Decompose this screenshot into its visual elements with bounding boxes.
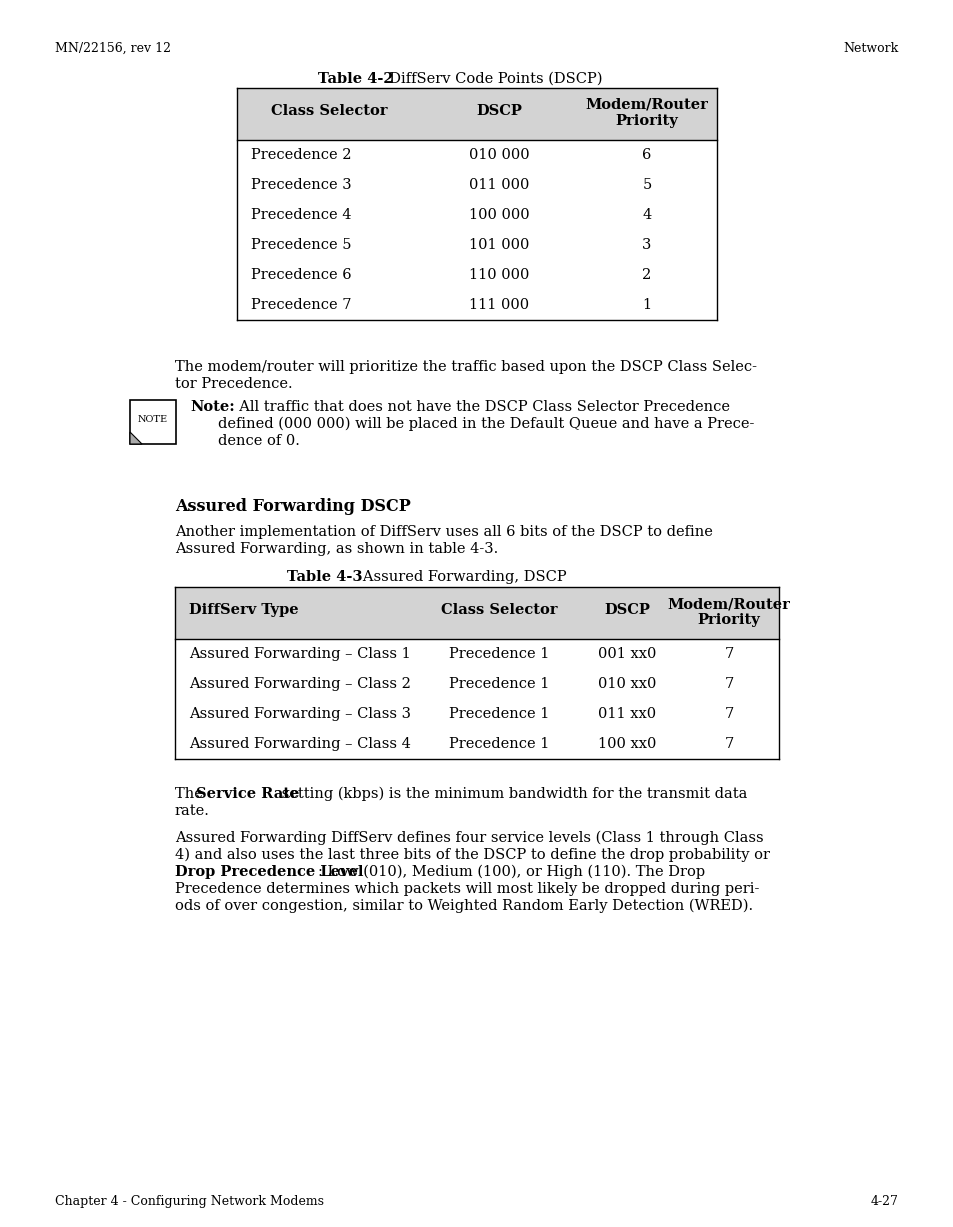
Text: 111 000: 111 000	[469, 298, 529, 312]
Text: Precedence 6: Precedence 6	[251, 267, 352, 282]
Text: 010 000: 010 000	[469, 148, 529, 162]
Text: Precedence 5: Precedence 5	[251, 238, 351, 252]
Text: 100 000: 100 000	[469, 209, 529, 222]
Text: 1: 1	[641, 298, 651, 312]
Text: 7: 7	[723, 647, 733, 661]
Text: Assured Forwarding, as shown in table 4-3.: Assured Forwarding, as shown in table 4-…	[174, 542, 497, 556]
Text: DSCP: DSCP	[476, 104, 522, 118]
Text: defined (000 000) will be placed in the Default Queue and have a Prece-: defined (000 000) will be placed in the …	[218, 417, 754, 432]
Text: Assured Forwarding DiffServ defines four service levels (Class 1 through Class: Assured Forwarding DiffServ defines four…	[174, 831, 762, 845]
Text: 4-27: 4-27	[870, 1195, 898, 1209]
Text: Modem/Router: Modem/Router	[667, 598, 790, 611]
Text: Class Selector: Class Selector	[440, 602, 557, 617]
Text: rate.: rate.	[174, 804, 210, 818]
Text: 7: 7	[723, 737, 733, 751]
Text: 6: 6	[641, 148, 651, 162]
Bar	[236, 88, 717, 140]
Text: 110 000: 110 000	[469, 267, 529, 282]
Text: setting (kbps) is the minimum bandwidth for the transmit data: setting (kbps) is the minimum bandwidth …	[277, 787, 747, 801]
Text: Service Rate: Service Rate	[195, 787, 299, 801]
Text: Precedence 1: Precedence 1	[448, 737, 549, 751]
Text: Precedence 2: Precedence 2	[251, 148, 351, 162]
Text: 101 000: 101 000	[469, 238, 529, 252]
Text: Precedence 1: Precedence 1	[448, 647, 549, 661]
Text: tor Precedence.: tor Precedence.	[174, 377, 293, 391]
Text: 010 xx0: 010 xx0	[598, 677, 656, 691]
Text: Assured Forwarding – Class 3: Assured Forwarding – Class 3	[189, 707, 411, 721]
Text: 4) and also uses the last three bits of the DSCP to define the drop probability : 4) and also uses the last three bits of …	[174, 848, 769, 863]
Text: Assured Forwarding, DSCP: Assured Forwarding, DSCP	[349, 571, 566, 584]
Text: Table 4-2: Table 4-2	[317, 72, 394, 86]
Text: 7: 7	[723, 677, 733, 691]
Text: 4: 4	[641, 209, 651, 222]
Text: Priority: Priority	[615, 114, 678, 128]
Text: 001 xx0: 001 xx0	[598, 647, 656, 661]
Text: Table 4-3: Table 4-3	[287, 571, 362, 584]
Bar	[174, 587, 779, 639]
Bar	[236, 200, 717, 229]
Text: Precedence 4: Precedence 4	[251, 209, 351, 222]
Text: DiffServ Type: DiffServ Type	[189, 602, 298, 617]
Text: Assured Forwarding – Class 1: Assured Forwarding – Class 1	[189, 647, 411, 661]
Bar	[174, 699, 779, 729]
Text: Precedence 3: Precedence 3	[251, 178, 352, 191]
Text: Assured Forwarding – Class 2: Assured Forwarding – Class 2	[189, 677, 411, 691]
Text: All traffic that does not have the DSCP Class Selector Precedence: All traffic that does not have the DSCP …	[230, 400, 729, 413]
Text: Class Selector: Class Selector	[271, 104, 387, 118]
Text: Assured Forwarding DSCP: Assured Forwarding DSCP	[174, 498, 411, 515]
Text: Network: Network	[842, 42, 898, 55]
Text: 5: 5	[641, 178, 651, 191]
Bar	[236, 260, 717, 290]
Bar	[174, 639, 779, 669]
Text: : Low (010), Medium (100), or High (110). The Drop: : Low (010), Medium (100), or High (110)…	[317, 865, 704, 880]
Text: NOTE: NOTE	[138, 415, 168, 423]
Bar	[236, 229, 717, 260]
Bar	[236, 171, 717, 200]
Text: 2: 2	[641, 267, 651, 282]
Text: ods of over congestion, similar to Weighted Random Early Detection (WRED).: ods of over congestion, similar to Weigh…	[174, 899, 752, 913]
Text: Another implementation of DiffServ uses all 6 bits of the DSCP to define: Another implementation of DiffServ uses …	[174, 525, 712, 539]
Text: Chapter 4 - Configuring Network Modems: Chapter 4 - Configuring Network Modems	[55, 1195, 324, 1209]
Text: DSCP: DSCP	[603, 602, 649, 617]
Text: Priority: Priority	[697, 614, 760, 627]
Bar	[236, 140, 717, 171]
Text: Assured Forwarding – Class 4: Assured Forwarding – Class 4	[189, 737, 411, 751]
Text: DiffServ Code Points (DSCP): DiffServ Code Points (DSCP)	[379, 72, 602, 86]
Bar	[236, 290, 717, 320]
Bar	[174, 669, 779, 699]
Polygon shape	[130, 432, 142, 444]
Text: dence of 0.: dence of 0.	[218, 434, 299, 448]
Bar	[174, 729, 779, 760]
Text: Drop Precedence Level: Drop Precedence Level	[174, 865, 363, 879]
Text: Precedence 7: Precedence 7	[251, 298, 351, 312]
Bar	[130, 400, 175, 444]
Text: 011 xx0: 011 xx0	[598, 707, 656, 721]
Text: Modem/Router: Modem/Router	[585, 98, 708, 112]
Text: 100 xx0: 100 xx0	[598, 737, 656, 751]
Text: Precedence 1: Precedence 1	[448, 707, 549, 721]
Text: 7: 7	[723, 707, 733, 721]
Text: Precedence 1: Precedence 1	[448, 677, 549, 691]
Text: MN/22156, rev 12: MN/22156, rev 12	[55, 42, 171, 55]
Text: The modem/router will prioritize the traffic based upon the DSCP Class Selec-: The modem/router will prioritize the tra…	[174, 360, 757, 374]
Text: The: The	[174, 787, 208, 801]
Text: 011 000: 011 000	[469, 178, 529, 191]
Text: Note:: Note:	[190, 400, 234, 413]
Text: 3: 3	[641, 238, 651, 252]
Text: Precedence determines which packets will most likely be dropped during peri-: Precedence determines which packets will…	[174, 882, 759, 896]
